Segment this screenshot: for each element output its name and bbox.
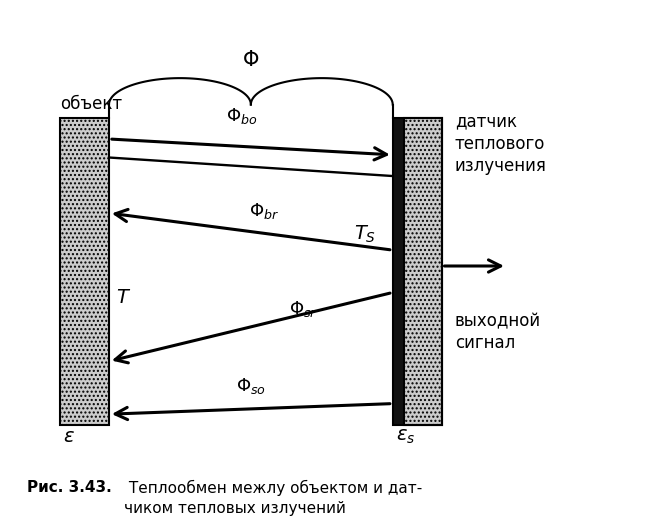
Text: $\Phi_{bo}$: $\Phi_{bo}$: [226, 106, 257, 126]
Text: выходной
сигнал: выходной сигнал: [455, 312, 541, 352]
Text: $\Phi_{so}$: $\Phi_{so}$: [236, 376, 266, 396]
Text: Рис. 3.43.: Рис. 3.43.: [28, 480, 112, 495]
Bar: [393, 118, 404, 425]
Text: $T_S$: $T_S$: [354, 223, 377, 245]
Bar: [60, 118, 109, 425]
Text: $\varepsilon$: $\varepsilon$: [64, 427, 75, 446]
Text: $\Phi_{sr}$: $\Phi_{sr}$: [289, 299, 318, 319]
Text: $\Phi_{br}$: $\Phi_{br}$: [249, 201, 279, 221]
Text: датчик
теплового
излучения: датчик теплового излучения: [455, 113, 546, 175]
Text: $\Phi$: $\Phi$: [242, 50, 259, 70]
Text: Теплообмен межлу объектом и дат-
чиком тепловых излучений: Теплообмен межлу объектом и дат- чиком т…: [124, 480, 422, 516]
Bar: [393, 118, 441, 425]
Bar: [404, 118, 441, 425]
Text: $T$: $T$: [115, 288, 131, 307]
Text: $\varepsilon_s$: $\varepsilon_s$: [396, 427, 415, 446]
Text: объект: объект: [60, 95, 122, 113]
